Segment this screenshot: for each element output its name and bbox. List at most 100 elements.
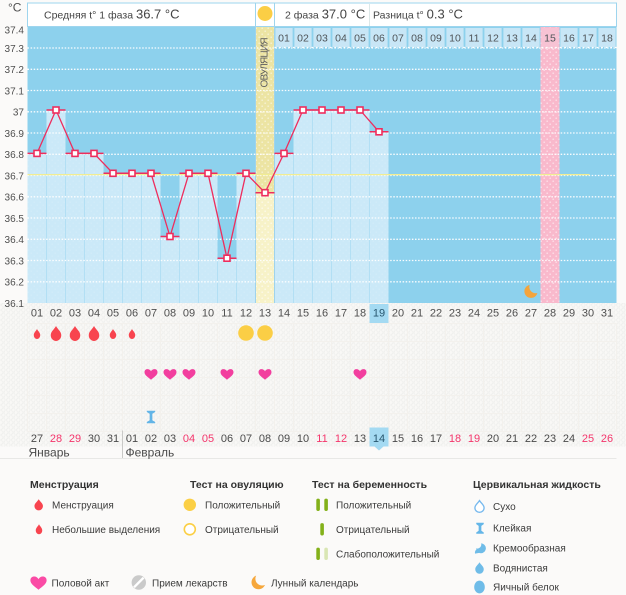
svg-text:Менструация: Менструация: [30, 479, 99, 491]
svg-text:36.5: 36.5: [5, 214, 25, 225]
svg-text:09: 09: [278, 433, 290, 445]
svg-text:21: 21: [506, 433, 518, 445]
svg-text:09: 09: [183, 308, 195, 320]
svg-text:12: 12: [487, 33, 499, 45]
svg-text:12: 12: [240, 308, 252, 320]
svg-text:31: 31: [601, 308, 613, 320]
svg-text:18: 18: [354, 308, 366, 320]
svg-text:Небольшие выделения: Небольшие выделения: [52, 524, 160, 536]
svg-text:04: 04: [183, 433, 195, 445]
svg-text:30: 30: [582, 308, 594, 320]
svg-text:07: 07: [145, 308, 157, 320]
svg-text:22: 22: [430, 308, 442, 320]
svg-text:08: 08: [411, 33, 423, 45]
svg-text:°C: °C: [8, 1, 22, 15]
svg-text:13: 13: [354, 433, 366, 445]
svg-text:05: 05: [202, 433, 214, 445]
svg-text:18: 18: [601, 33, 613, 45]
svg-text:11: 11: [469, 33, 480, 45]
svg-text:20: 20: [487, 433, 499, 445]
svg-text:14: 14: [278, 308, 290, 320]
svg-text:30: 30: [88, 433, 100, 445]
svg-text:02: 02: [297, 33, 309, 45]
svg-text:37.2: 37.2: [5, 65, 25, 76]
svg-text:27: 27: [31, 433, 43, 445]
svg-text:07: 07: [392, 33, 404, 45]
svg-text:03: 03: [69, 308, 81, 320]
svg-text:21: 21: [411, 308, 423, 320]
svg-text:02: 02: [50, 308, 62, 320]
svg-text:Сухо: Сухо: [493, 502, 516, 513]
svg-text:13: 13: [506, 33, 518, 45]
svg-text:10: 10: [202, 308, 214, 320]
svg-text:36.4: 36.4: [5, 235, 25, 246]
svg-text:17: 17: [430, 433, 442, 445]
svg-text:Яичный белок: Яичный белок: [493, 582, 559, 594]
svg-text:28: 28: [50, 433, 62, 445]
svg-text:Отрицательный: Отрицательный: [205, 525, 279, 536]
svg-text:16: 16: [411, 433, 423, 445]
svg-text:Половой акт: Половой акт: [52, 579, 110, 590]
svg-text:36.1: 36.1: [5, 299, 25, 310]
svg-text:Тест на беременность: Тест на беременность: [312, 479, 428, 491]
svg-text:06: 06: [126, 308, 138, 320]
svg-text:Клейкая: Клейкая: [493, 524, 531, 535]
svg-text:ОВУЛЯЦИЯ: ОВУЛЯЦИЯ: [260, 38, 271, 88]
svg-text:05: 05: [107, 308, 119, 320]
svg-text:19: 19: [373, 308, 385, 320]
svg-text:36.7: 36.7: [5, 171, 25, 182]
svg-text:15: 15: [392, 433, 404, 445]
svg-text:04: 04: [88, 308, 100, 320]
svg-text:08: 08: [259, 433, 271, 445]
svg-text:14: 14: [525, 33, 537, 45]
svg-text:Кремообразная: Кремообразная: [493, 543, 566, 555]
svg-text:11: 11: [221, 308, 232, 320]
svg-text:Разница t° 0.3 °C: Разница t° 0.3 °C: [373, 7, 463, 22]
svg-text:04: 04: [335, 33, 347, 45]
svg-text:26: 26: [506, 308, 518, 320]
svg-text:36.2: 36.2: [5, 278, 25, 289]
svg-text:16: 16: [316, 308, 328, 320]
svg-text:29: 29: [69, 433, 81, 445]
svg-text:22: 22: [525, 433, 537, 445]
svg-text:37: 37: [13, 108, 25, 119]
svg-text:01: 01: [278, 33, 290, 45]
svg-text:37.1: 37.1: [5, 86, 25, 97]
svg-text:37.4: 37.4: [5, 26, 25, 37]
svg-text:14: 14: [373, 433, 385, 445]
svg-text:09: 09: [430, 33, 442, 45]
svg-text:Слабоположительный: Слабоположительный: [336, 549, 439, 561]
svg-text:20: 20: [392, 308, 404, 320]
svg-text:01: 01: [126, 433, 138, 445]
svg-text:36.8: 36.8: [5, 150, 25, 161]
svg-text:2 фаза 37.0 °C: 2 фаза 37.0 °C: [285, 7, 365, 22]
svg-text:26: 26: [601, 433, 613, 445]
svg-text:15: 15: [297, 308, 309, 320]
svg-text:23: 23: [449, 308, 461, 320]
svg-text:02: 02: [145, 433, 157, 445]
svg-text:Январь: Январь: [29, 446, 70, 460]
svg-text:23: 23: [544, 433, 556, 445]
svg-text:24: 24: [468, 308, 480, 320]
svg-text:11: 11: [316, 433, 327, 445]
svg-text:17: 17: [582, 33, 594, 45]
svg-text:31: 31: [107, 433, 119, 445]
svg-text:36.3: 36.3: [5, 256, 25, 267]
svg-text:28: 28: [544, 308, 556, 320]
svg-text:10: 10: [449, 33, 461, 45]
svg-text:Тест на овуляцию: Тест на овуляцию: [190, 479, 284, 491]
svg-text:18: 18: [449, 433, 461, 445]
svg-text:01: 01: [31, 308, 43, 320]
svg-text:Отрицательный: Отрицательный: [336, 525, 410, 536]
svg-text:Положительный: Положительный: [205, 501, 280, 512]
svg-text:10: 10: [297, 433, 309, 445]
svg-text:15: 15: [544, 33, 556, 45]
svg-text:08: 08: [164, 308, 176, 320]
svg-text:24: 24: [563, 433, 575, 445]
svg-text:Цервикальная жидкость: Цервикальная жидкость: [473, 479, 601, 491]
svg-text:06: 06: [221, 433, 233, 445]
svg-text:25: 25: [487, 308, 499, 320]
svg-text:07: 07: [240, 433, 252, 445]
svg-text:Февраль: Февраль: [126, 446, 175, 460]
svg-text:19: 19: [468, 433, 480, 445]
